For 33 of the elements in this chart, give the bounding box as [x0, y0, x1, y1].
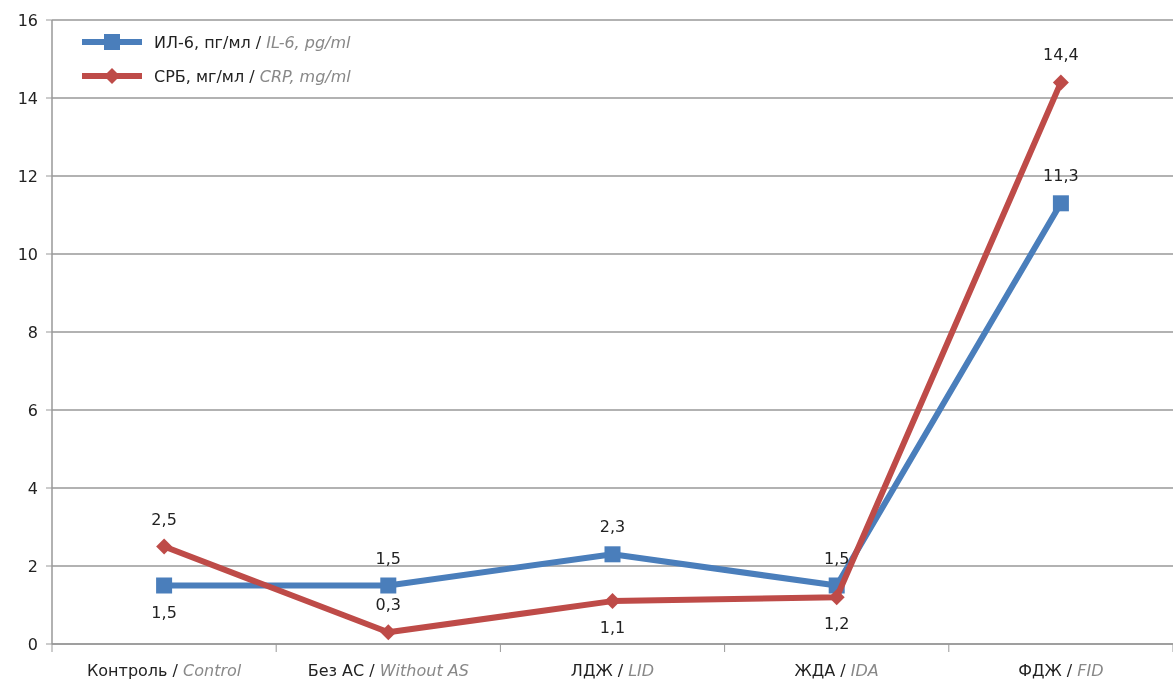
data-label: 1,5	[375, 548, 402, 568]
data-label: 0,3	[375, 595, 402, 615]
data-label: 2,5	[151, 509, 177, 529]
data-label: 1,2	[823, 614, 850, 634]
point	[156, 538, 173, 555]
y-tick-label: 0	[27, 634, 38, 654]
x-tick-label: ФДЖ / FID	[1018, 661, 1104, 680]
x-tick-label: Контроль / Control	[86, 661, 242, 680]
y-tick-label: 2	[27, 556, 38, 576]
point	[380, 577, 397, 594]
x-tick-label: ЖДА / IDA	[794, 661, 879, 680]
data-label: 2,3	[599, 517, 626, 537]
data-label: 1,5	[151, 602, 177, 622]
data-label: 1,1	[599, 618, 626, 638]
data-label: 14,4	[1043, 45, 1079, 65]
y-tick-label: 10	[17, 244, 38, 264]
y-tick-label: 6	[27, 400, 38, 420]
legend-label: СРБ, мг/мл / CRP, mg/ml	[154, 67, 352, 86]
x-tick-label: Без АС / Without AS	[307, 661, 469, 680]
data-label: 1,5	[823, 548, 850, 568]
y-tick-label: 12	[17, 166, 38, 186]
point	[604, 546, 621, 563]
point	[1052, 74, 1069, 91]
y-tick-label: 16	[17, 10, 38, 30]
x-tick-label: ЛДЖ / LID	[570, 661, 655, 680]
legend-label: ИЛ-6, пг/мл / IL-6, pg/ml	[154, 33, 352, 52]
point	[1052, 195, 1069, 212]
y-tick-label: 14	[17, 88, 38, 108]
data-label: 11,3	[1043, 166, 1079, 186]
point	[380, 624, 397, 641]
point	[156, 577, 173, 594]
y-tick-label: 4	[27, 478, 38, 498]
y-tick-label: 8	[27, 322, 38, 342]
